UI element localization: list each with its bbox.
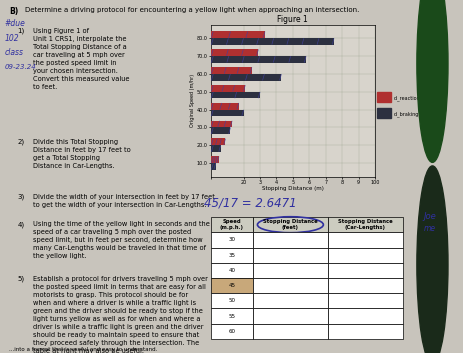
- Bar: [253, 278, 328, 293]
- Text: #due: #due: [5, 19, 25, 29]
- Bar: [328, 278, 403, 293]
- Bar: [253, 293, 328, 309]
- Text: 60: 60: [228, 329, 235, 334]
- Text: 2): 2): [17, 139, 25, 145]
- Bar: [211, 145, 220, 152]
- Text: Speed
(m.p.h.): Speed (m.p.h.): [220, 219, 244, 230]
- Text: 35: 35: [228, 253, 235, 258]
- Text: 5): 5): [17, 276, 25, 282]
- Bar: [211, 156, 219, 163]
- Y-axis label: Original Speed (m/hr): Original Speed (m/hr): [190, 74, 195, 127]
- Bar: [211, 38, 334, 45]
- Bar: [211, 85, 245, 92]
- Text: d_braking (m): d_braking (m): [394, 111, 429, 117]
- Bar: [211, 92, 260, 98]
- Text: 102: 102: [5, 34, 19, 43]
- Text: class: class: [5, 48, 24, 57]
- Bar: [211, 278, 253, 293]
- Text: 4): 4): [17, 221, 25, 228]
- Text: me: me: [424, 224, 436, 233]
- Bar: [211, 103, 238, 109]
- Bar: [328, 247, 403, 263]
- Bar: [328, 309, 403, 324]
- Bar: [328, 293, 403, 309]
- Text: ...into a format that is useful and easy to understand.: ...into a format that is useful and easy…: [9, 347, 157, 352]
- Text: Stopping Distance
(Car-Lengths): Stopping Distance (Car-Lengths): [338, 219, 393, 230]
- Bar: [328, 263, 403, 278]
- Bar: [253, 324, 328, 339]
- Bar: [211, 49, 258, 56]
- Bar: [253, 309, 328, 324]
- Text: Divide this Total Stopping
Distance in feet by 17 feet to
get a Total Stopping
D: Divide this Total Stopping Distance in f…: [33, 139, 131, 169]
- Bar: [211, 217, 253, 232]
- Text: Joe: Joe: [424, 212, 437, 221]
- Bar: [211, 247, 253, 263]
- Text: 50: 50: [228, 298, 235, 303]
- Text: 55: 55: [228, 313, 235, 318]
- Bar: [211, 138, 225, 145]
- Circle shape: [417, 0, 448, 162]
- Bar: [211, 109, 244, 116]
- Bar: [328, 232, 403, 247]
- Text: 09-23.24: 09-23.24: [5, 64, 37, 70]
- Text: 45: 45: [228, 283, 235, 288]
- Text: Determine a driving protocol for encountering a yellow light when approaching an: Determine a driving protocol for encount…: [25, 7, 360, 13]
- Text: B): B): [9, 7, 19, 16]
- Bar: [377, 108, 391, 118]
- Bar: [328, 324, 403, 339]
- Text: Using the time of the yellow light in seconds and the
speed of a car traveling 5: Using the time of the yellow light in se…: [33, 221, 210, 259]
- Bar: [253, 263, 328, 278]
- Bar: [211, 67, 252, 74]
- Text: 30: 30: [228, 238, 235, 243]
- Bar: [211, 31, 265, 38]
- Bar: [211, 127, 231, 134]
- Bar: [211, 74, 282, 80]
- Text: Divide the width of your intersection in feet by 17 feet
to get the width of you: Divide the width of your intersection in…: [33, 194, 215, 208]
- Circle shape: [417, 166, 448, 353]
- Text: 40: 40: [228, 268, 235, 273]
- Text: Establish a protocol for drivers traveling 5 mph over
the posted speed limit in : Establish a protocol for drivers traveli…: [33, 276, 208, 353]
- Bar: [211, 309, 253, 324]
- Text: d_reaction (m): d_reaction (m): [394, 95, 430, 101]
- Bar: [253, 232, 328, 247]
- Bar: [211, 232, 253, 247]
- Text: 45/17 = 2.6471: 45/17 = 2.6471: [204, 197, 296, 209]
- Text: 3): 3): [17, 194, 25, 200]
- Bar: [328, 217, 403, 232]
- Bar: [211, 293, 253, 309]
- Text: Using Figure 1 of
Unit 1 CRS1, interpolate the
Total Stopping Distance of a
car : Using Figure 1 of Unit 1 CRS1, interpola…: [33, 28, 130, 90]
- Bar: [211, 263, 253, 278]
- Text: 1): 1): [17, 28, 25, 34]
- Bar: [253, 217, 328, 232]
- Bar: [211, 121, 232, 127]
- Bar: [211, 324, 253, 339]
- Bar: [253, 247, 328, 263]
- Bar: [211, 163, 216, 170]
- X-axis label: Stopping Distance (m): Stopping Distance (m): [262, 186, 324, 191]
- Bar: [211, 56, 306, 63]
- Bar: [377, 92, 391, 102]
- Title: Figure 1: Figure 1: [277, 15, 308, 24]
- Text: Stopping Distance
(feet): Stopping Distance (feet): [263, 219, 318, 230]
